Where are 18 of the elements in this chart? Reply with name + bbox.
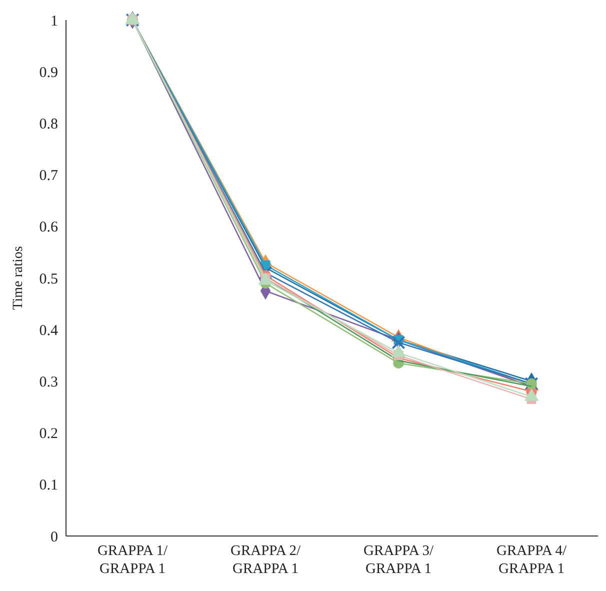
y-tick-label: 0.2 [39, 426, 58, 442]
y-tick-label: 0.6 [39, 220, 58, 236]
y-tick-label: 0 [50, 529, 58, 546]
x-tick-label: GRAPPA 4/ GRAPPA 1 [496, 543, 568, 577]
y-tick-label: 0.8 [39, 116, 58, 132]
y-tick-label: 0.4 [39, 322, 58, 339]
point [392, 336, 406, 350]
y-axis-title: Time ratios [11, 246, 26, 310]
x-tick-label: GRAPPA 2/ GRAPPA 1 [230, 543, 302, 577]
y-tick-label: 0.7 [39, 168, 58, 184]
y-tick-label: 1 [50, 13, 58, 30]
y-tick-label: 0.3 [39, 374, 58, 390]
y-tick-label: 0.5 [39, 271, 58, 288]
y-tick-label: 0.9 [39, 64, 58, 81]
y-tick-label: 0.1 [39, 478, 58, 494]
x-tick-label: GRAPPA 3/ GRAPPA 1 [364, 543, 434, 577]
point [258, 266, 272, 280]
x-tick-label: GRAPPA 1/ GRAPPA 1 [98, 543, 168, 577]
